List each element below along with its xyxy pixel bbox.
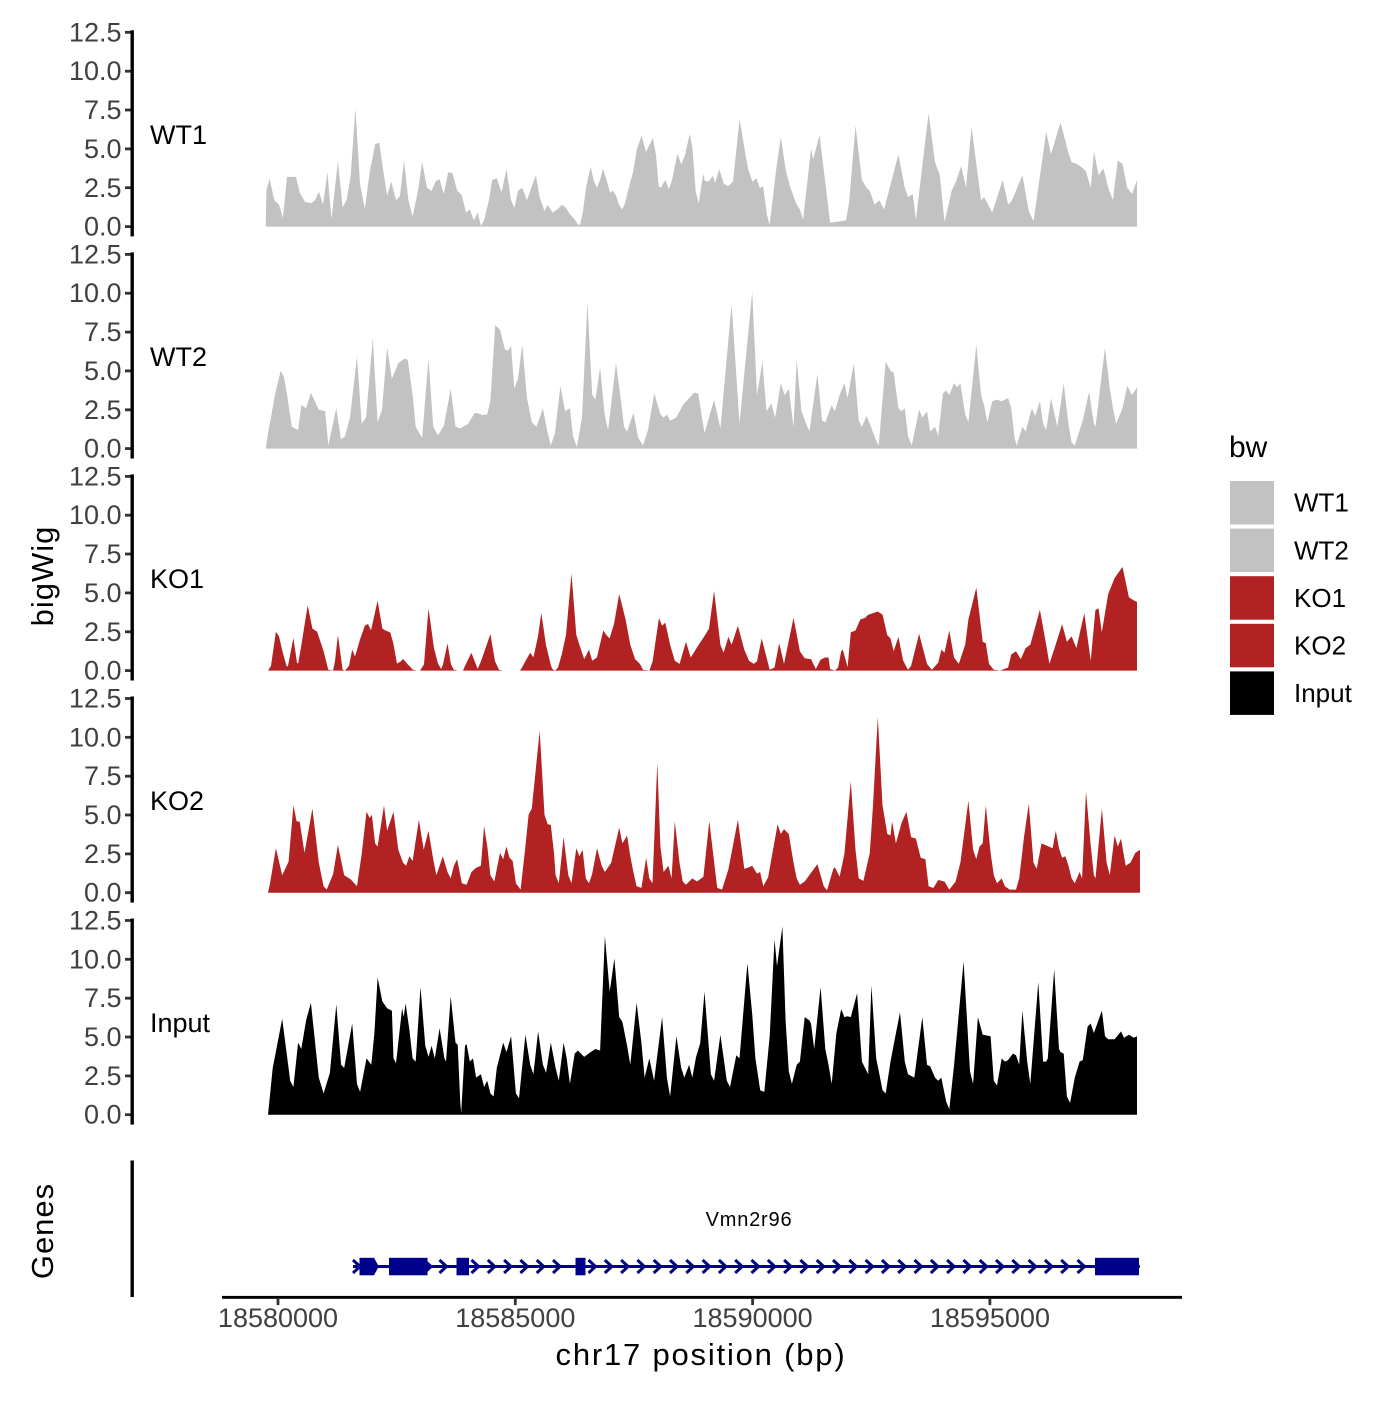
svg-text:Genes: Genes — [25, 1183, 60, 1279]
svg-text:bw: bw — [1229, 431, 1268, 464]
svg-text:bigWig: bigWig — [25, 526, 60, 627]
svg-text:12.5: 12.5 — [69, 17, 122, 47]
svg-text:5.0: 5.0 — [84, 1022, 122, 1052]
svg-text:0.0: 0.0 — [84, 1100, 122, 1130]
svg-text:WT2: WT2 — [150, 342, 207, 372]
svg-text:Input: Input — [150, 1008, 211, 1038]
svg-text:7.5: 7.5 — [84, 539, 122, 569]
svg-text:10.0: 10.0 — [69, 56, 122, 86]
svg-text:10.0: 10.0 — [69, 278, 122, 308]
svg-text:KO1: KO1 — [1294, 583, 1346, 613]
svg-text:18595000: 18595000 — [930, 1303, 1050, 1333]
svg-text:5.0: 5.0 — [84, 800, 122, 830]
svg-text:2.5: 2.5 — [84, 173, 122, 203]
svg-text:18580000: 18580000 — [218, 1303, 338, 1333]
svg-text:chr17 position (bp): chr17 position (bp) — [556, 1337, 847, 1372]
svg-text:2.5: 2.5 — [84, 1061, 122, 1091]
svg-text:18590000: 18590000 — [693, 1303, 813, 1333]
svg-text:5.0: 5.0 — [84, 134, 122, 164]
svg-text:Input: Input — [1294, 678, 1353, 708]
svg-text:0.0: 0.0 — [84, 656, 122, 686]
svg-text:5.0: 5.0 — [84, 356, 122, 386]
svg-text:12.5: 12.5 — [69, 906, 122, 936]
svg-text:5.0: 5.0 — [84, 578, 122, 608]
svg-text:7.5: 7.5 — [84, 983, 122, 1013]
svg-text:KO1: KO1 — [150, 564, 204, 594]
svg-text:WT1: WT1 — [1294, 488, 1349, 518]
svg-text:KO2: KO2 — [1294, 631, 1346, 661]
svg-text:10.0: 10.0 — [69, 944, 122, 974]
svg-text:2.5: 2.5 — [84, 617, 122, 647]
svg-text:18585000: 18585000 — [455, 1303, 575, 1333]
svg-text:WT1: WT1 — [150, 120, 207, 150]
svg-text:0.0: 0.0 — [84, 434, 122, 464]
svg-text:WT2: WT2 — [1294, 535, 1349, 565]
svg-text:2.5: 2.5 — [84, 395, 122, 425]
svg-text:12.5: 12.5 — [69, 461, 122, 491]
svg-text:10.0: 10.0 — [69, 500, 122, 530]
svg-text:KO2: KO2 — [150, 786, 204, 816]
svg-text:0.0: 0.0 — [84, 878, 122, 908]
svg-text:2.5: 2.5 — [84, 839, 122, 869]
svg-text:Vmn2r96: Vmn2r96 — [706, 1209, 793, 1231]
svg-text:10.0: 10.0 — [69, 722, 122, 752]
svg-text:7.5: 7.5 — [84, 317, 122, 347]
svg-text:7.5: 7.5 — [84, 95, 122, 125]
svg-text:12.5: 12.5 — [69, 684, 122, 714]
svg-text:0.0: 0.0 — [84, 212, 122, 242]
svg-text:12.5: 12.5 — [69, 239, 122, 269]
svg-text:7.5: 7.5 — [84, 761, 122, 791]
